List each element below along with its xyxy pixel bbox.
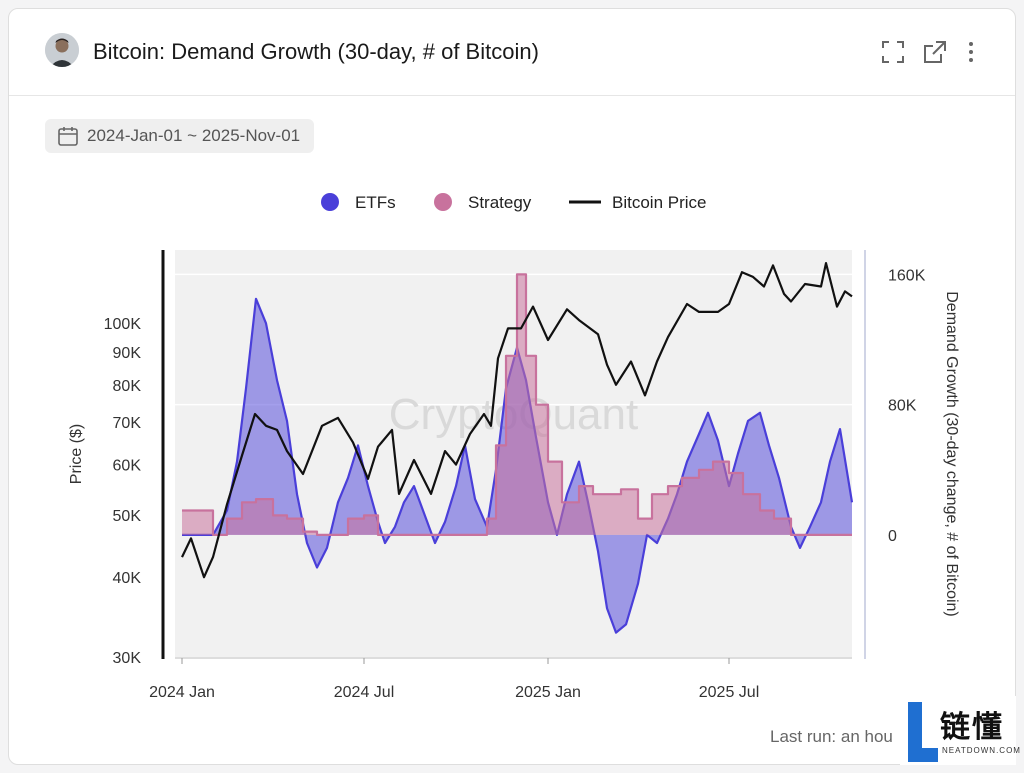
legend-item-bitcoin-price[interactable]: Bitcoin Price (569, 193, 706, 212)
last-run-text: Last run: an hou (770, 727, 893, 746)
demand-growth-chart: CryptoQuant30K40K50K60K70K80K90K100K080K… (68, 193, 960, 701)
y-right-tick-label: 80K (888, 398, 917, 415)
fullscreen-icon[interactable] (880, 39, 906, 65)
more-vertical-icon[interactable] (964, 39, 978, 65)
y-left-tick-label: 60K (113, 458, 142, 475)
y-left-axis-title: Price ($) (68, 424, 85, 484)
x-tick-label: 2025 Jan (515, 684, 581, 701)
series-line-strategy (182, 273, 852, 536)
y-right-tick-label: 0 (888, 528, 897, 545)
page-title: Bitcoin: Demand Growth (30-day, # of Bit… (93, 39, 539, 64)
y-left-tick-label: 40K (113, 570, 142, 587)
calendar-icon (58, 127, 78, 146)
y-right-tick-label: 160K (888, 267, 926, 284)
date-range-label: 2024-Jan-01 ~ 2025-Nov-01 (87, 126, 301, 145)
legend-label: Bitcoin Price (612, 193, 706, 212)
logo-subtext: NEATDOWN.COM (942, 746, 1021, 755)
series-area-strategy (182, 274, 852, 535)
legend-swatch (434, 193, 452, 211)
avatar (45, 33, 79, 67)
y-left-tick-label: 90K (113, 345, 142, 362)
series-line-bitcoin-price (181, 262, 853, 579)
logo-text: 链懂 (940, 711, 1004, 744)
y-right-axis-title: Demand Growth (30-day change, # of Bitco… (943, 291, 960, 617)
y-left-tick-label: 30K (113, 650, 142, 667)
legend-swatch (321, 193, 339, 211)
legend-item-etfs[interactable]: ETFs (321, 193, 396, 212)
date-range-picker[interactable]: 2024-Jan-01 ~ 2025-Nov-01 (45, 119, 315, 153)
y-left-tick-label: 100K (104, 316, 142, 333)
y-left-tick-label: 50K (113, 508, 142, 525)
x-tick-label: 2024 Jul (334, 684, 395, 701)
legend-label: Strategy (468, 193, 532, 212)
chart-card: Bitcoin: Demand Growth (30-day, # of Bit… (8, 8, 1016, 765)
card-header: Bitcoin: Demand Growth (30-day, # of Bit… (9, 9, 1015, 96)
y-left-tick-label: 70K (113, 415, 142, 432)
x-tick-label: 2025 Jul (699, 684, 760, 701)
brand-logo: 链懂 NEATDOWN.COM (900, 696, 1020, 765)
legend-label: ETFs (355, 193, 396, 212)
legend-item-strategy[interactable]: Strategy (434, 193, 532, 212)
x-tick-label: 2024 Jan (149, 684, 215, 701)
y-left-tick-label: 80K (113, 378, 142, 395)
external-link-icon[interactable] (922, 39, 948, 65)
